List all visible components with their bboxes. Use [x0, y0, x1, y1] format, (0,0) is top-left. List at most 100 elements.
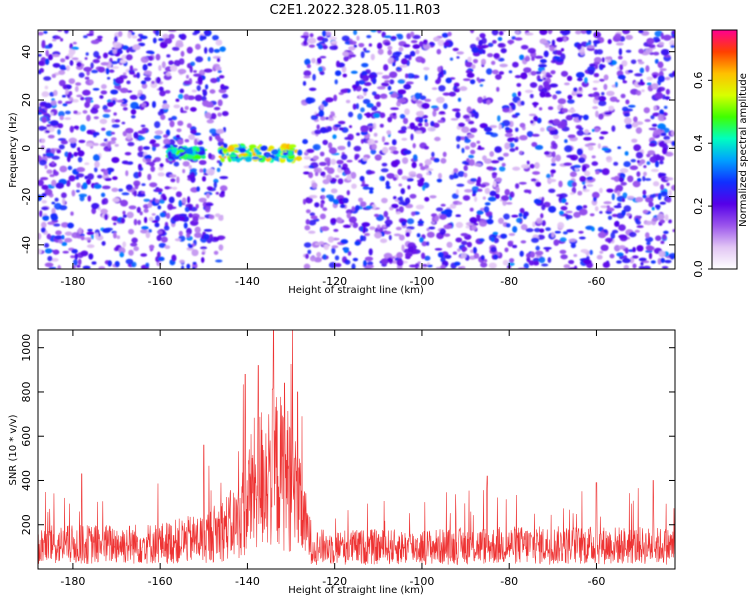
heatmap-cell: [127, 31, 132, 39]
heatmap-cell: [148, 55, 154, 61]
heatmap-cell: [186, 46, 193, 54]
heatmap-cell: [191, 249, 199, 257]
heatmap-cell: [46, 233, 51, 240]
heatmap-cell: [496, 86, 500, 92]
heatmap-cell: [474, 196, 478, 202]
heatmap-cell: [171, 148, 177, 154]
heatmap-cell: [437, 66, 442, 73]
heatmap-cell: [520, 100, 525, 106]
heatmap-cell: [407, 246, 414, 253]
heatmap-cell: [669, 39, 675, 47]
heatmap-cell: [265, 153, 270, 159]
heatmap-cell: [611, 193, 615, 201]
heatmap-cell: [509, 148, 516, 152]
heatmap-cell: [593, 61, 600, 65]
heatmap-cell: [401, 244, 405, 252]
heatmap-cell: [197, 76, 203, 83]
heatmap-cell: [113, 42, 122, 49]
heatmap-cell: [76, 182, 81, 188]
heatmap-cell: [427, 264, 433, 268]
heatmap-cell: [218, 244, 224, 251]
heatmap-cell: [635, 151, 644, 159]
heatmap-cell: [360, 138, 364, 144]
heatmap-cell: [312, 73, 316, 81]
heatmap-cell: [658, 155, 665, 162]
heatmap-cell: [194, 94, 203, 102]
heatmap-cell: [150, 139, 156, 144]
heatmap-cell: [451, 193, 459, 199]
heatmap-cell: [347, 133, 354, 141]
x-tick-label: -140: [235, 275, 260, 288]
heatmap-cell: [571, 113, 580, 118]
heatmap-cell: [186, 232, 191, 238]
heatmap-cell: [493, 254, 499, 260]
heatmap-cell: [194, 226, 201, 234]
heatmap-cell: [218, 88, 227, 94]
heatmap-frame: [37, 29, 676, 270]
heatmap-cell: [615, 42, 624, 46]
heatmap-cell: [216, 57, 221, 62]
heatmap-cell: [51, 179, 57, 186]
heatmap-cell: [111, 118, 116, 123]
heatmap-cell: [646, 37, 655, 45]
heatmap-cell: [343, 55, 349, 62]
heatmap-cell: [209, 89, 216, 94]
heatmap-cell: [78, 193, 88, 198]
heatmap-cell: [457, 248, 461, 252]
heatmap-cell: [204, 47, 208, 54]
heatmap-cell: [484, 187, 490, 195]
heatmap-cell: [65, 65, 70, 72]
heatmap-cell: [412, 34, 421, 40]
heatmap-cell: [48, 266, 57, 269]
heatmap-cell: [603, 201, 612, 205]
heatmap-cell: [655, 160, 659, 168]
heatmap-cell: [651, 123, 658, 127]
heatmap-cell: [511, 214, 519, 218]
heatmap-cell: [602, 261, 611, 268]
heatmap-cell: [668, 253, 675, 259]
heatmap-cell: [86, 244, 95, 249]
heatmap-cell: [260, 145, 268, 151]
heatmap-cell: [437, 252, 445, 258]
heatmap-cell: [656, 213, 665, 221]
heatmap-cell: [473, 252, 480, 259]
heatmap-cell: [505, 223, 511, 228]
heatmap-cell: [50, 120, 59, 126]
heatmap-cell: [197, 141, 202, 145]
heatmap-cell: [217, 112, 222, 117]
heatmap-cell: [314, 202, 320, 208]
heatmap-cell: [56, 149, 61, 154]
heatmap-cell: [393, 196, 397, 200]
heatmap-cell: [605, 237, 613, 243]
heatmap-cell: [319, 55, 327, 59]
heatmap-cell: [417, 122, 423, 127]
heatmap-cell: [204, 30, 210, 35]
heatmap-cell: [41, 227, 46, 233]
heatmap-cell: [664, 259, 672, 264]
heatmap-cell: [654, 59, 659, 64]
heatmap-cell: [162, 195, 167, 201]
heatmap-cell: [206, 186, 213, 191]
heatmap-cell: [659, 109, 664, 115]
heatmap-cell: [178, 230, 183, 237]
heatmap-cell: [645, 65, 650, 73]
heatmap-cell: [615, 99, 620, 103]
heatmap-cell: [307, 249, 312, 255]
heatmap-cell: [362, 88, 368, 93]
heatmap-cell: [141, 183, 146, 187]
heatmap-cell: [303, 156, 311, 160]
heatmap-cell: [567, 94, 573, 100]
heatmap-cell: [388, 234, 392, 241]
heatmap-cell: [69, 125, 74, 133]
heatmap-cell: [159, 41, 168, 49]
heatmap-cell: [589, 63, 596, 67]
heatmap-cell: [598, 113, 604, 120]
heatmap-cell: [305, 219, 310, 225]
heatmap-cell: [73, 152, 78, 157]
heatmap-cell: [463, 172, 468, 178]
heatmap-cell: [628, 231, 637, 238]
heatmap-cell: [557, 98, 567, 105]
heatmap-cell: [309, 33, 314, 38]
heatmap-cell: [155, 53, 161, 61]
heatmap-cell: [657, 114, 664, 121]
